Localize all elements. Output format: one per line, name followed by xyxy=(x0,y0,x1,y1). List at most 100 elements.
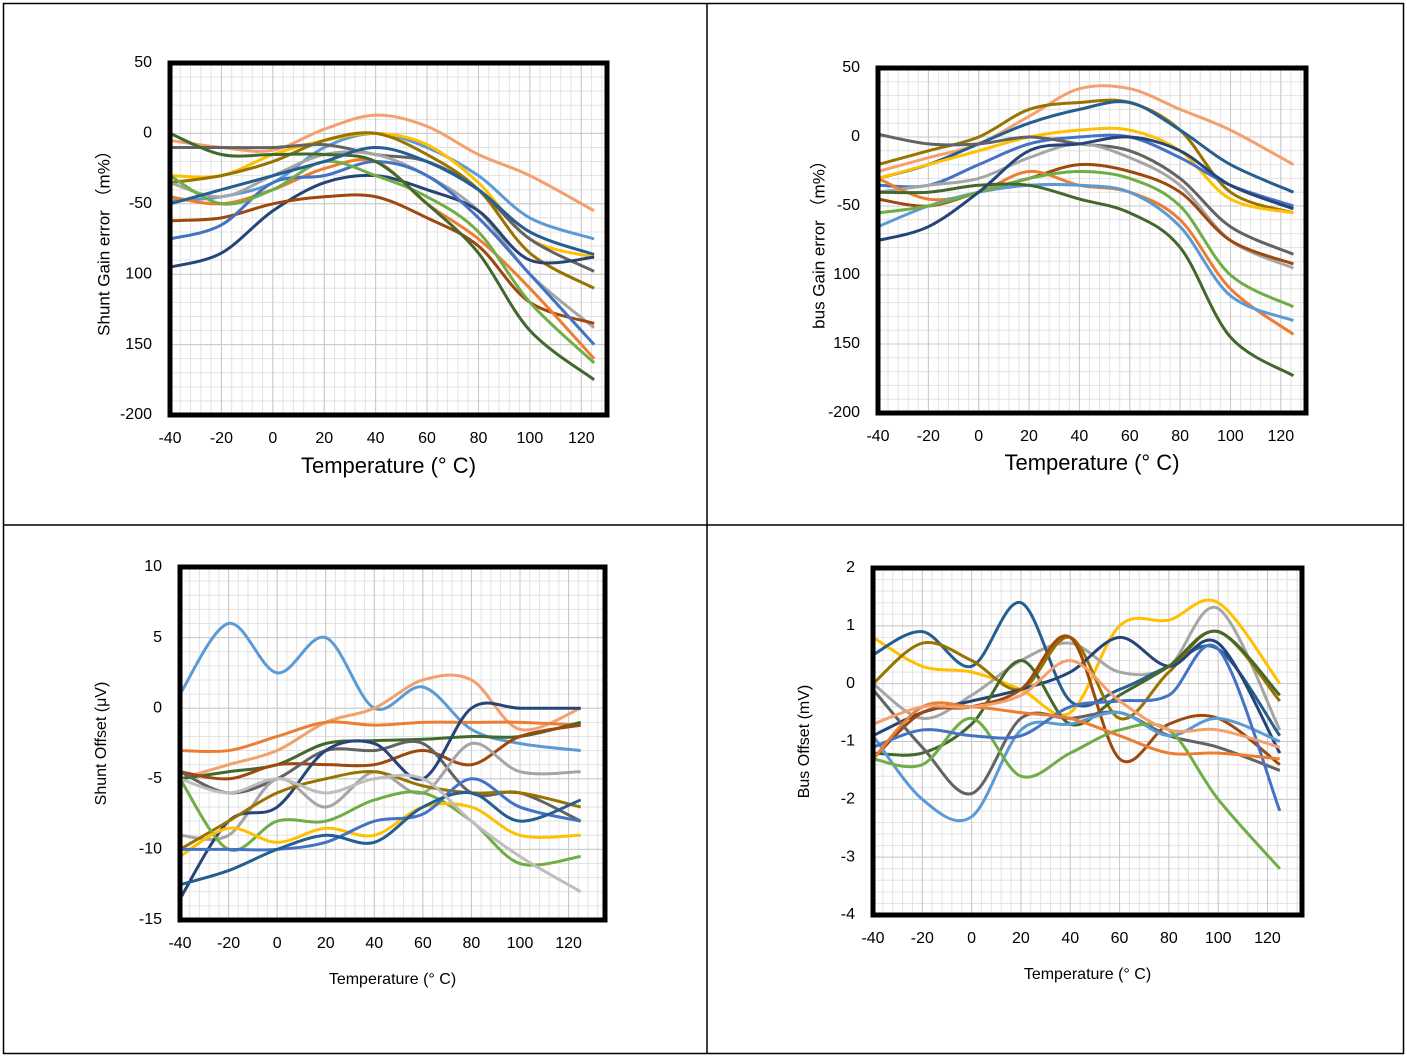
series-line xyxy=(877,98,1294,215)
x-tick-label: 100 xyxy=(507,935,534,952)
y-axis-label: Shunt Gain error （m%） xyxy=(94,142,113,336)
y-axis-label: bus Gain error （m%） xyxy=(809,152,828,329)
x-tick-label: 60 xyxy=(414,935,432,952)
series-line xyxy=(179,720,582,781)
x-tick-label: -20 xyxy=(917,428,940,445)
series-line xyxy=(179,802,581,858)
x-tick-label: -40 xyxy=(861,930,884,947)
y-tick-label: 0 xyxy=(153,699,162,716)
x-tick-label: 100 xyxy=(1217,428,1244,445)
series-line xyxy=(179,739,582,823)
y-tick-label: 100 xyxy=(125,265,152,282)
x-tick-label: 80 xyxy=(463,935,481,952)
y-tick-label: -10 xyxy=(139,841,162,858)
series-line xyxy=(877,126,1294,215)
y-tick-label: -5 xyxy=(148,770,162,787)
plot-frame xyxy=(875,65,1309,416)
series-line xyxy=(178,621,581,753)
series-line xyxy=(872,716,1281,870)
series-line xyxy=(169,145,595,256)
chart: -40 -20 0 20 40 60 80 100 120 -4 -3 -2 -1 0 1 2 Temperat… xyxy=(796,559,1305,983)
x-tick-label: -20 xyxy=(210,430,233,447)
series-line xyxy=(169,113,595,213)
series-line xyxy=(877,170,1295,309)
x-tick-label: 60 xyxy=(418,430,436,447)
y-tick-label: -2 xyxy=(841,791,855,808)
series-line xyxy=(872,598,1282,717)
x-tick-label: 0 xyxy=(974,428,983,445)
y-tick-label: 50 xyxy=(842,59,860,76)
series-line xyxy=(877,135,1294,242)
x-tick-label: 40 xyxy=(365,935,383,952)
x-tick-label: 100 xyxy=(1205,930,1232,947)
series-line xyxy=(877,182,1295,378)
series-line xyxy=(871,710,1281,823)
series-line xyxy=(179,773,582,894)
x-tick-label: -20 xyxy=(217,935,240,952)
series-line xyxy=(877,162,1294,266)
series-line xyxy=(169,131,595,290)
y-tick-label: -4 xyxy=(841,906,855,923)
x-tick-label: 20 xyxy=(1012,930,1030,947)
y-tick-label: 100 xyxy=(833,266,860,283)
y-axis-label: Bus Offset (mV) xyxy=(796,685,813,799)
y-axis-label: Shunt Offset (μV) xyxy=(93,682,110,806)
series-line xyxy=(179,777,582,852)
x-tick-label: 0 xyxy=(273,935,282,952)
series-line xyxy=(169,193,595,325)
y-tick-label: -200 xyxy=(828,404,860,421)
y-tick-label: 150 xyxy=(125,336,152,353)
x-tick-label: 60 xyxy=(1111,930,1129,947)
series-line xyxy=(179,791,582,887)
chart: -40 -20 0 20 40 60 80 100 120-200150100-50050Tem… xyxy=(809,59,1309,475)
y-tick-label: 150 xyxy=(833,335,860,352)
x-tick-label: 120 xyxy=(1267,428,1294,445)
x-tick-label: 40 xyxy=(367,430,385,447)
series-line xyxy=(178,701,581,900)
y-tick-label: -3 xyxy=(841,848,855,865)
series-line xyxy=(169,159,596,364)
series-line xyxy=(872,605,1282,731)
series-line xyxy=(179,673,582,781)
x-tick-label: 80 xyxy=(1171,428,1189,445)
y-tick-label: -1 xyxy=(841,733,855,750)
x-axis-label: Temperature (° C) xyxy=(301,453,476,478)
x-tick-label: -40 xyxy=(158,430,181,447)
chart: -40 -20 0 20 40 60 80 100 120-200150100-50050Tem… xyxy=(94,54,610,478)
x-tick-label: 120 xyxy=(568,430,595,447)
y-tick-label: 10 xyxy=(144,558,162,575)
x-tick-label: 80 xyxy=(470,430,488,447)
x-axis-label: Temperature (° C) xyxy=(1024,966,1151,983)
y-tick-label: 0 xyxy=(851,128,860,145)
y-tick-label: 0 xyxy=(846,675,855,692)
series-line xyxy=(871,701,1280,761)
series-line xyxy=(169,132,596,381)
x-tick-label: 20 xyxy=(1020,428,1038,445)
series-line xyxy=(872,659,1281,749)
x-tick-label: 80 xyxy=(1160,930,1178,947)
y-tick-label: 0 xyxy=(143,125,152,142)
y-tick-label: -15 xyxy=(139,911,162,928)
series-line xyxy=(877,100,1295,194)
series-line xyxy=(179,723,581,781)
series-line xyxy=(179,720,581,754)
series-line xyxy=(877,84,1295,173)
x-tick-label: 60 xyxy=(1121,428,1139,445)
x-axis-label: Temperature (° C) xyxy=(329,971,456,988)
x-axis-label: Temperature (° C) xyxy=(1004,450,1179,475)
x-tick-label: 40 xyxy=(1061,930,1079,947)
series-line xyxy=(179,770,582,851)
x-tick-label: 20 xyxy=(315,430,333,447)
y-tick-label: 50 xyxy=(134,54,152,71)
y-tick-label: -50 xyxy=(837,197,860,214)
plot-frame xyxy=(167,60,610,418)
series-line xyxy=(877,169,1295,336)
x-tick-label: 40 xyxy=(1071,428,1089,445)
chart: -40 -20 0 20 40 60 80 100 120 -15 -10 -5 0 5 10 Tempera… xyxy=(93,558,608,988)
x-tick-label: 0 xyxy=(967,930,976,947)
plot-frame xyxy=(177,564,608,923)
y-tick-label: -200 xyxy=(120,406,152,423)
x-tick-label: 0 xyxy=(268,430,277,447)
